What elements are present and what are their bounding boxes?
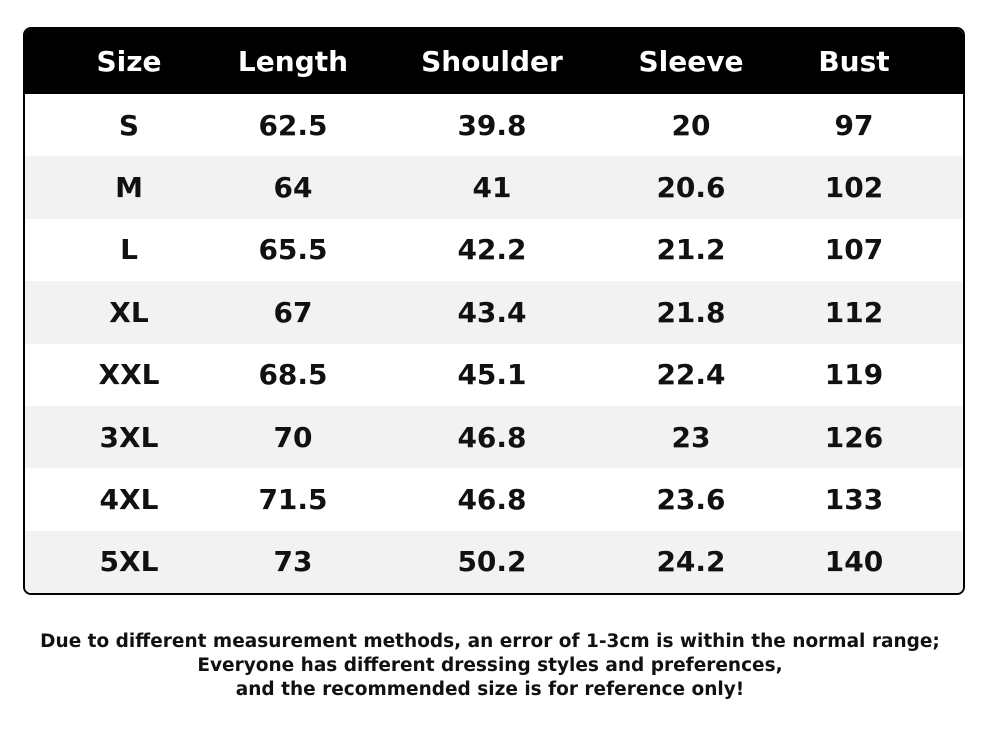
table-cell: 23.6 bbox=[656, 483, 726, 517]
table-cell: 20.6 bbox=[656, 171, 726, 205]
table-cell: 102 bbox=[824, 171, 884, 205]
table-cell: 4XL bbox=[99, 483, 159, 517]
header-cell: Shoulder bbox=[421, 45, 563, 78]
table-cell: 3XL bbox=[99, 420, 159, 454]
table-cell: 119 bbox=[824, 358, 884, 392]
size-table: Size Length Shoulder Sleeve Bust S 62.5 39.8 20 9… bbox=[23, 27, 965, 595]
table-cell: 140 bbox=[824, 545, 884, 579]
table-cell: 70 bbox=[273, 420, 313, 454]
header-cell: Length bbox=[237, 45, 349, 78]
table-row: 3XL 70 46.8 23 126 bbox=[25, 406, 963, 469]
header-row: Size Length Shoulder Sleeve Bust bbox=[25, 29, 963, 94]
table-cell: 46.8 bbox=[457, 420, 527, 454]
table-cell: 68.5 bbox=[258, 358, 328, 392]
table-cell: 65.5 bbox=[258, 233, 328, 267]
table-cell: 42.2 bbox=[457, 233, 527, 267]
note-line: Everyone has different dressing styles a… bbox=[197, 655, 783, 676]
table-row: M 64 41 20.6 102 bbox=[25, 156, 963, 219]
table-cell: 21.8 bbox=[656, 295, 726, 329]
table-cell: 20 bbox=[671, 108, 711, 142]
table-cell: XL bbox=[109, 295, 149, 329]
table-cell: 41 bbox=[472, 171, 512, 205]
table-row: S 62.5 39.8 20 97 bbox=[25, 94, 963, 156]
table-cell: 39.8 bbox=[457, 108, 527, 142]
table-cell: 45.1 bbox=[457, 358, 527, 392]
table-cell: 67 bbox=[273, 295, 313, 329]
header-cell: Sleeve bbox=[638, 45, 744, 78]
table-cell: 112 bbox=[824, 295, 884, 329]
table-row: 4XL 71.5 46.8 23.6 133 bbox=[25, 468, 963, 530]
header-cell: Size bbox=[96, 45, 162, 78]
table-cell: S bbox=[118, 108, 140, 142]
table-row: L 65.5 42.2 21.2 107 bbox=[25, 219, 963, 281]
header-cell: Bust bbox=[818, 45, 890, 78]
table-cell: 133 bbox=[824, 483, 884, 517]
table-cell: 5XL bbox=[99, 545, 159, 579]
table-cell: M bbox=[115, 171, 143, 205]
table-cell: XXL bbox=[98, 358, 160, 392]
table-cell: 73 bbox=[273, 545, 313, 579]
table-row: XXL 68.5 45.1 22.4 119 bbox=[25, 344, 963, 406]
table-cell: 46.8 bbox=[457, 483, 527, 517]
table-cell: 23 bbox=[671, 420, 711, 454]
table-cell: 126 bbox=[824, 420, 884, 454]
table-cell: 62.5 bbox=[258, 108, 328, 142]
table-row: XL 67 43.4 21.8 112 bbox=[25, 281, 963, 344]
note-line: Due to different measurement methods, an… bbox=[40, 631, 940, 652]
table-cell: 22.4 bbox=[656, 358, 726, 392]
table-cell: 43.4 bbox=[457, 295, 527, 329]
table-cell: 71.5 bbox=[258, 483, 328, 517]
table-cell: 107 bbox=[824, 233, 884, 267]
note-line: and the recommended size is for referenc… bbox=[235, 679, 745, 700]
table-cell: L bbox=[120, 233, 138, 267]
table-cell: 24.2 bbox=[656, 545, 726, 579]
table-cell: 50.2 bbox=[457, 545, 527, 579]
table-cell: 97 bbox=[834, 108, 874, 142]
table-cell: 21.2 bbox=[656, 233, 726, 267]
table-row: 5XL 73 50.2 24.2 140 bbox=[25, 530, 963, 593]
notes: Due to different measurement methods, an… bbox=[0, 630, 980, 702]
table-cell: 64 bbox=[273, 171, 313, 205]
